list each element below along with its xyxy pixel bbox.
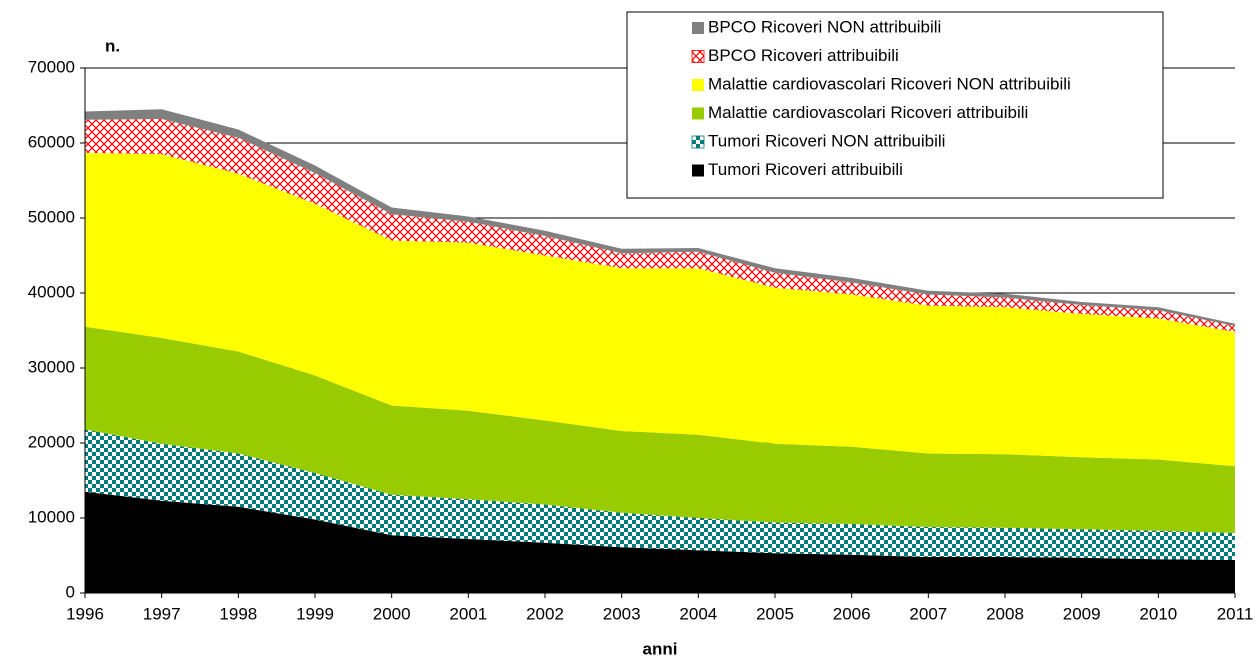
area xyxy=(85,429,1235,560)
legend-label: BPCO Ricoveri attribuibili xyxy=(708,46,899,65)
area xyxy=(85,152,1235,467)
area xyxy=(85,119,1235,332)
y-tick-label: 30000 xyxy=(28,357,75,376)
legend-swatch xyxy=(691,50,705,63)
x-tick-label: 2011 xyxy=(1217,604,1254,623)
x-tick-label: 2001 xyxy=(449,604,487,623)
x-axis-label: anni xyxy=(643,639,678,658)
y-tick-label: 20000 xyxy=(28,432,75,451)
y-axis-label: n. xyxy=(105,36,120,55)
legend-swatch xyxy=(692,107,704,120)
legend-label: Malattie cardiovascolari Ricoveri NON at… xyxy=(708,74,1071,93)
legend-label: Malattie cardiovascolari Ricoveri attrib… xyxy=(708,103,1028,122)
legend-swatch xyxy=(691,135,705,149)
area xyxy=(85,491,1235,593)
x-tick-label: 2007 xyxy=(909,604,947,623)
x-tick-label: 2008 xyxy=(986,604,1024,623)
legend-swatch xyxy=(692,79,704,91)
y-tick-label: 40000 xyxy=(28,282,75,301)
y-tick-label: 10000 xyxy=(28,507,75,526)
legend-label: Tumori Ricoveri NON attribuibili xyxy=(708,131,945,150)
x-tick-label: 2000 xyxy=(373,604,411,623)
legend-swatch xyxy=(692,164,704,177)
area xyxy=(85,326,1235,533)
y-tick-label: 70000 xyxy=(28,57,75,76)
y-tick-label: 50000 xyxy=(28,207,75,226)
legend-swatch xyxy=(692,22,704,34)
y-tick-label: 60000 xyxy=(28,132,75,151)
x-tick-label: 2009 xyxy=(1063,604,1101,623)
x-tick-label: 1997 xyxy=(143,604,181,623)
legend-box xyxy=(626,11,1164,199)
x-tick-label: 2003 xyxy=(603,604,641,623)
legend-label: Tumori Ricoveri attribuibili xyxy=(708,160,903,179)
x-tick-label: 1999 xyxy=(296,604,334,623)
legend-label: BPCO Ricoveri NON attribuibili xyxy=(708,17,941,36)
x-tick-label: 2010 xyxy=(1139,604,1177,623)
y-tick-label: 0 xyxy=(66,582,75,601)
plot-area xyxy=(85,67,1235,594)
x-tick-label: 1996 xyxy=(66,604,104,623)
x-tick-label: 2004 xyxy=(679,604,717,623)
x-tick-label: 1998 xyxy=(219,604,257,623)
x-tick-label: 2006 xyxy=(833,604,871,623)
x-tick-label: 2005 xyxy=(756,604,794,623)
x-tick-label: 2002 xyxy=(526,604,564,623)
